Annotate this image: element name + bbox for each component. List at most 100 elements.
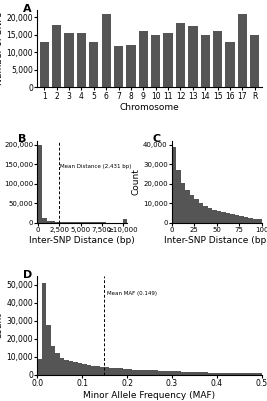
Bar <box>199 203 203 223</box>
Text: Mean Distance (2,431 bp): Mean Distance (2,431 bp) <box>60 164 132 169</box>
Bar <box>118 369 123 375</box>
Bar <box>132 370 136 375</box>
Bar <box>226 213 230 223</box>
Text: A: A <box>23 4 32 14</box>
Y-axis label: Count: Count <box>0 312 4 339</box>
Bar <box>212 210 217 223</box>
Bar <box>239 373 244 375</box>
Bar <box>64 33 74 87</box>
Bar <box>257 219 262 223</box>
Bar <box>47 221 51 223</box>
Bar <box>151 35 160 87</box>
Bar <box>127 369 132 375</box>
Bar <box>199 372 203 375</box>
Bar <box>194 199 199 223</box>
Bar <box>230 373 235 375</box>
Bar <box>188 26 198 87</box>
Bar <box>244 373 248 375</box>
Bar <box>172 371 176 375</box>
Bar <box>59 222 64 223</box>
Bar <box>190 195 194 223</box>
Bar <box>109 368 114 375</box>
Text: C: C <box>152 134 160 144</box>
Y-axis label: Count: Count <box>0 168 1 195</box>
Bar <box>167 371 172 375</box>
Bar <box>100 367 105 375</box>
Bar <box>176 371 181 375</box>
Bar <box>105 367 109 375</box>
Bar <box>51 346 55 375</box>
Bar <box>185 372 190 375</box>
Bar <box>145 370 150 375</box>
Bar <box>181 183 185 223</box>
Bar <box>78 363 82 375</box>
Bar <box>60 358 64 375</box>
Bar <box>139 31 148 87</box>
X-axis label: Inter-SNP Distance (bp): Inter-SNP Distance (bp) <box>164 235 267 245</box>
Bar <box>217 373 221 375</box>
Bar <box>221 373 226 375</box>
Bar <box>239 217 244 223</box>
Bar <box>238 14 247 87</box>
Bar <box>82 364 87 375</box>
Bar <box>212 373 217 375</box>
Bar <box>96 366 100 375</box>
Bar <box>38 145 42 223</box>
Bar <box>194 372 199 375</box>
Bar <box>159 371 163 375</box>
Bar <box>190 372 194 375</box>
X-axis label: Inter-SNP Distance (bp): Inter-SNP Distance (bp) <box>29 235 135 245</box>
Bar <box>230 215 235 223</box>
Bar <box>201 35 210 87</box>
Bar <box>154 371 159 375</box>
Bar <box>208 208 212 223</box>
Bar <box>181 371 185 375</box>
Bar <box>42 218 47 223</box>
Y-axis label: Number of SNPs: Number of SNPs <box>0 12 4 85</box>
Bar <box>213 31 222 87</box>
Bar <box>123 369 127 375</box>
Bar <box>46 324 51 375</box>
Bar <box>37 359 42 375</box>
Bar <box>52 25 61 87</box>
Bar <box>42 283 46 375</box>
Bar <box>185 190 190 223</box>
Y-axis label: Count: Count <box>131 168 140 195</box>
Bar <box>203 373 208 375</box>
Bar <box>250 35 260 87</box>
Bar <box>176 23 185 87</box>
Bar <box>89 42 99 87</box>
Bar <box>40 42 49 87</box>
Bar <box>114 46 123 87</box>
Text: D: D <box>23 270 32 280</box>
Bar <box>150 370 154 375</box>
Bar <box>235 215 239 223</box>
Bar <box>235 373 239 375</box>
Bar <box>114 368 118 375</box>
Bar <box>217 211 221 223</box>
Bar <box>126 45 136 87</box>
Bar <box>221 213 226 223</box>
Bar <box>55 222 59 223</box>
Bar <box>244 217 248 223</box>
Bar <box>73 363 78 375</box>
Bar <box>226 373 230 375</box>
Bar <box>172 147 176 223</box>
X-axis label: Minor Allele Frequency (MAF): Minor Allele Frequency (MAF) <box>84 391 215 400</box>
Bar <box>87 365 91 375</box>
Bar <box>140 370 145 375</box>
Bar <box>77 33 86 87</box>
Bar <box>163 33 173 87</box>
Bar <box>136 370 140 375</box>
Bar <box>64 360 69 375</box>
Bar <box>208 373 212 375</box>
Bar <box>176 170 181 223</box>
Bar <box>55 353 60 375</box>
Bar <box>253 219 257 223</box>
Bar <box>257 373 262 375</box>
Bar <box>123 219 127 223</box>
Bar <box>225 42 235 87</box>
Bar <box>91 366 96 375</box>
Bar <box>101 14 111 87</box>
Bar <box>69 361 73 375</box>
